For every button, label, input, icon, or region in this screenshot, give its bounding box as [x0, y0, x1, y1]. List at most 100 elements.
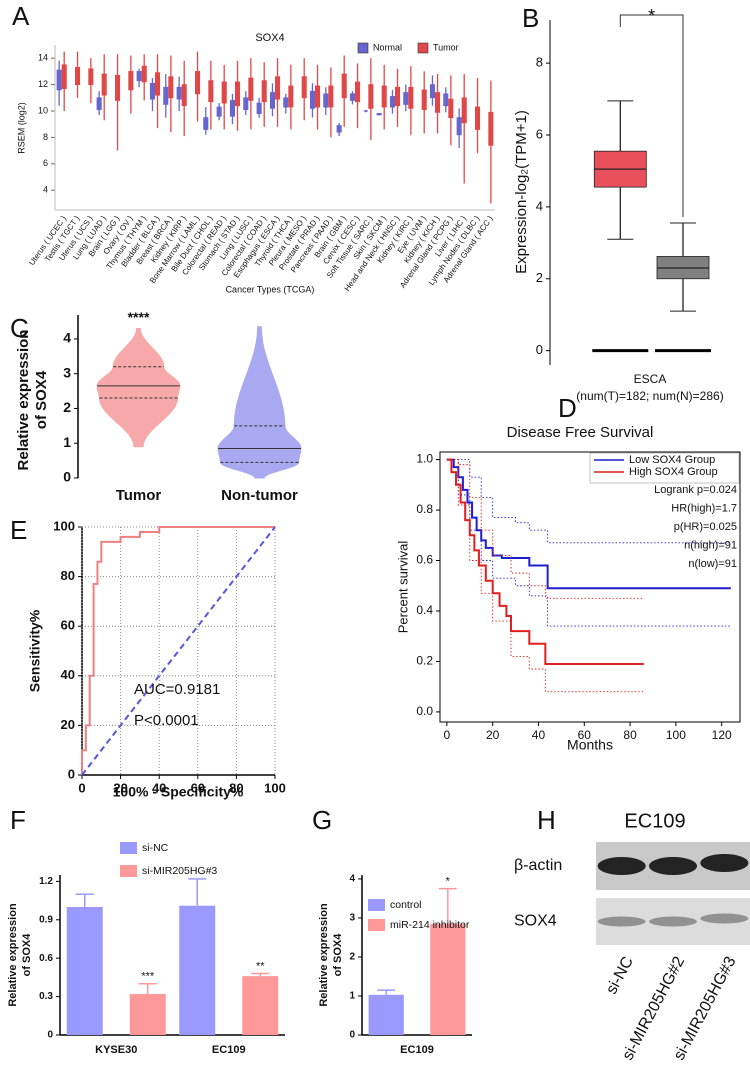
x-axis-label: ESCA: [634, 372, 667, 386]
y-tick-label: 0.6: [39, 953, 53, 964]
panel-letter: B: [522, 3, 539, 33]
legend-swatch: [120, 865, 137, 877]
y-tick-label: 0.0: [416, 704, 433, 718]
x-tick-label: 0: [444, 728, 451, 742]
y-tick-label: 2: [349, 952, 355, 963]
y-axis-label: Relative expression: [15, 330, 32, 471]
y-tick-label: 0: [68, 766, 75, 781]
y-tick-label: 12: [38, 79, 48, 89]
bar: [129, 994, 166, 1035]
plot-frame: [439, 451, 741, 723]
panel-letter: G: [312, 805, 332, 835]
y-tick-label: 6: [43, 158, 48, 168]
y-axis-label: Expression-log₂(TPM+1): [513, 110, 530, 274]
y-tick-label: 4: [43, 185, 48, 195]
box: [163, 86, 169, 105]
x-tick-label: 80: [229, 780, 243, 795]
violin: [96, 327, 181, 448]
box: [216, 106, 222, 117]
legend-swatch: [357, 42, 369, 54]
y-axis-label: RSEM (log2): [16, 102, 26, 154]
annotation: P<0.0001: [134, 712, 199, 729]
y-tick-label: 0.8: [416, 502, 433, 516]
y-tick-label: 8: [536, 55, 543, 70]
y-tick-label: 14: [38, 53, 48, 63]
box: [309, 90, 316, 109]
box: [154, 72, 161, 96]
blot-band: [649, 857, 697, 875]
row-label: β-actin: [514, 857, 562, 874]
chart-title: SOX4: [255, 32, 284, 44]
x-tick-label: 20: [113, 780, 127, 795]
box: [96, 97, 102, 111]
legend-label: Tumor: [433, 42, 459, 52]
y-tick-label: 2: [63, 399, 71, 415]
panel-letter: F: [10, 805, 26, 835]
y-tick-label: 80: [61, 568, 75, 583]
box: [354, 81, 361, 103]
y-tick-label: 0.4: [416, 603, 433, 617]
x-tick-label: EC109: [212, 1044, 246, 1056]
subtitle: (num(T)=182; num(N)=286): [576, 389, 723, 403]
bar: [242, 976, 279, 1035]
blot-band: [700, 854, 749, 872]
chart-title: EC109: [624, 810, 685, 832]
reference-line: [446, 459, 644, 693]
box: [403, 92, 409, 105]
blot-band: [597, 916, 646, 927]
x-tick-label: 60: [578, 728, 592, 742]
lane-label: si-NC: [603, 954, 637, 997]
significance-label: **: [256, 960, 265, 972]
y-axis-label: of SOX4: [332, 933, 344, 977]
legend-label: High SOX4 Group: [629, 466, 718, 478]
significance-bracket: [619, 14, 684, 218]
y-tick-label: 2: [536, 270, 543, 285]
bar: [368, 994, 404, 1035]
y-tick-label: 60: [61, 618, 75, 633]
legend-swatch: [368, 919, 385, 931]
x-axis-label: 100% - Specificity%: [113, 784, 244, 800]
y-tick-label: 4: [63, 330, 71, 346]
box: [443, 93, 449, 107]
box: [461, 97, 467, 124]
y-tick-label: 20: [61, 717, 75, 732]
y-axis-label: of SOX4: [33, 370, 50, 429]
panel-letter: A: [12, 1, 30, 31]
y-tick-label: 4: [536, 198, 543, 213]
legend-label: miR-214 inhibitor: [390, 919, 470, 931]
significance-label: *: [446, 876, 451, 888]
x-axis-label: Cancer Types (TCGA): [226, 284, 315, 294]
series-line: [446, 458, 644, 665]
y-tick-label: 4: [349, 874, 355, 885]
row-label: SOX4: [514, 913, 557, 930]
y-axis-label: Sensitivity%: [27, 609, 43, 692]
significance-label: ****: [128, 309, 150, 325]
legend-label: Low SOX4 Group: [629, 454, 715, 466]
x-tick-label: 20: [486, 728, 500, 742]
bar: [179, 905, 216, 1035]
y-tick-label: 0.3: [39, 991, 53, 1002]
y-tick-label: 0.2: [416, 654, 433, 668]
x-tick-label: 100: [264, 780, 286, 795]
y-tick-label: 6: [536, 126, 543, 141]
y-tick-label: 40: [61, 667, 75, 682]
series-line: [446, 458, 731, 590]
blot-band: [649, 916, 697, 927]
y-axis-label: Percent survival: [395, 541, 410, 634]
x-tick-label: EC109: [400, 1044, 434, 1056]
x-tick-label: 100: [666, 728, 686, 742]
box: [456, 117, 462, 136]
annotation: n(low)=91: [688, 558, 737, 570]
box: [115, 74, 121, 101]
y-axis-label: of SOX4: [21, 933, 33, 977]
y-tick-label: 1.2: [39, 876, 53, 887]
box: [243, 97, 249, 111]
x-tick-label: KYSE30: [95, 1044, 137, 1056]
bar: [66, 907, 103, 1035]
y-tick-label: 0: [63, 469, 71, 485]
legend-swatch: [417, 42, 429, 54]
box: [488, 111, 494, 146]
x-tick-label: 0: [78, 780, 85, 795]
